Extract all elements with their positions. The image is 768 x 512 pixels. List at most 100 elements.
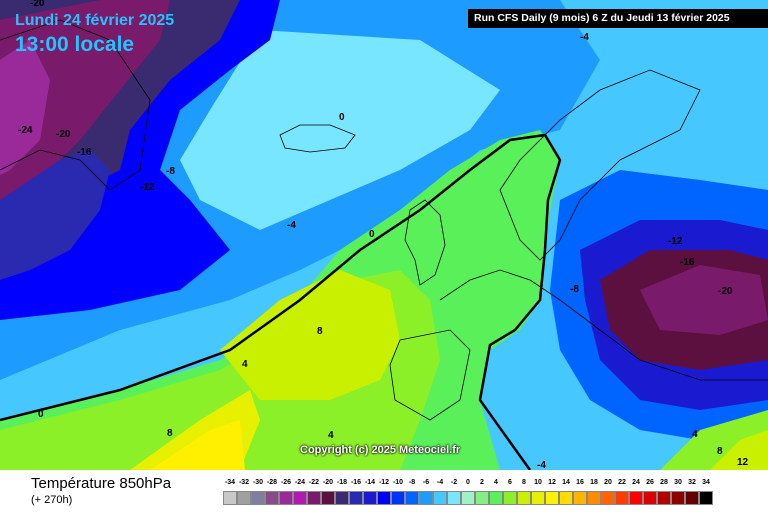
forecast-offset: (+ 270h)	[31, 494, 73, 506]
contour-label: 8	[717, 446, 723, 457]
run-info: Run CFS Daily (9 mois) 6 Z du Jeudi 13 f…	[468, 9, 768, 28]
forecast-date: Lundi 24 février 2025	[15, 12, 175, 29]
variable-title: Température 850hPa	[31, 475, 172, 492]
scale-swatch	[601, 491, 615, 505]
scale-label: -28	[266, 479, 278, 486]
greenland-outline	[0, 19, 151, 191]
scale-swatch	[615, 491, 629, 505]
scale-swatch	[587, 491, 601, 505]
iceland-outline	[279, 124, 356, 153]
contour-label: 0	[38, 409, 44, 420]
contour-label: 8	[317, 326, 323, 337]
contour-label: -8	[166, 166, 175, 177]
scale-label: 24	[632, 479, 640, 486]
scale-label: 8	[522, 479, 526, 486]
scale-label: 10	[534, 479, 542, 486]
contour-label: 0	[369, 229, 375, 240]
scale-label: -8	[408, 479, 416, 486]
scale-label: -26	[280, 479, 292, 486]
scale-swatch	[237, 491, 251, 505]
contour-label: -20	[718, 286, 733, 297]
scale-label: -16	[350, 479, 362, 486]
scale-swatch	[685, 491, 699, 505]
scale-swatch	[671, 491, 685, 505]
contour-label: -4	[537, 460, 546, 470]
contour-label: -16	[680, 257, 695, 268]
contour-label: -20	[56, 129, 71, 140]
scale-swatch	[363, 491, 377, 505]
scale-swatch	[545, 491, 559, 505]
scale-label: -24	[294, 479, 306, 486]
scale-label: 4	[494, 479, 498, 486]
scale-swatch	[559, 491, 573, 505]
contour-label: 12	[737, 457, 749, 468]
contour-label: -4	[580, 32, 589, 43]
scale-swatch	[321, 491, 335, 505]
scale-swatch	[251, 491, 265, 505]
color-scale	[223, 491, 713, 505]
scale-swatch	[335, 491, 349, 505]
scale-label: -10	[392, 479, 404, 486]
scale-label: 22	[618, 479, 626, 486]
scale-label: 26	[646, 479, 654, 486]
contour-label: -20	[30, 0, 45, 9]
scale-label: -6	[422, 479, 430, 486]
scale-swatch	[699, 491, 713, 505]
scale-swatch	[475, 491, 489, 505]
zone-plus6	[220, 270, 400, 400]
scale-swatch	[349, 491, 363, 505]
scale-swatch	[573, 491, 587, 505]
scale-swatch	[265, 491, 279, 505]
scale-swatch	[489, 491, 503, 505]
scale-label: 12	[548, 479, 556, 486]
scale-swatch	[503, 491, 517, 505]
scale-label: 0	[466, 479, 470, 486]
britain-outline	[404, 199, 446, 286]
zone-minus14	[0, 150, 110, 280]
scale-label: -2	[450, 479, 458, 486]
contour-label: -12	[140, 182, 155, 193]
zone-minus2	[180, 30, 500, 230]
scale-swatch	[531, 491, 545, 505]
scale-swatch	[307, 491, 321, 505]
copyright-notice: Copyright (c) 2025 Meteociel.fr	[300, 444, 461, 456]
scale-label: 34	[702, 479, 710, 486]
iberia-outline	[389, 329, 471, 421]
scale-swatch	[657, 491, 671, 505]
scale-swatch	[419, 491, 433, 505]
scale-swatch	[517, 491, 531, 505]
contour-label: 4	[692, 429, 698, 440]
contour-label: -16	[77, 147, 92, 158]
scale-label: -32	[238, 479, 250, 486]
scale-swatch	[447, 491, 461, 505]
scale-swatch	[391, 491, 405, 505]
scale-label: 2	[480, 479, 484, 486]
scale-swatch	[223, 491, 237, 505]
contour-label: 0	[339, 112, 345, 123]
scale-label: 14	[562, 479, 570, 486]
zone-se-warm2	[710, 430, 768, 470]
scale-label: 18	[590, 479, 598, 486]
scale-label: -4	[436, 479, 444, 486]
scale-swatch	[461, 491, 475, 505]
contour-label: -4	[287, 220, 296, 231]
zone-minus20	[0, 0, 170, 200]
contour-label: 4	[242, 359, 248, 370]
scale-label: -22	[308, 479, 320, 486]
scale-label: -34	[224, 479, 236, 486]
scale-label: 20	[604, 479, 612, 486]
scale-label: -12	[378, 479, 390, 486]
scandinavia-outline	[499, 69, 701, 261]
contour-label: -12	[668, 236, 683, 247]
legend-bar: Température 850hPa (+ 270h) -34 -32 -30 -28…	[0, 470, 768, 512]
zone-plus10	[150, 420, 245, 470]
scale-label: 16	[576, 479, 584, 486]
scale-label: 6	[508, 479, 512, 486]
contour-label: -8	[570, 284, 579, 295]
scale-label: 28	[660, 479, 668, 486]
europe-coastline	[439, 269, 768, 381]
forecast-time: 13:00 locale	[15, 33, 135, 56]
scale-label: -30	[252, 479, 264, 486]
scale-label: 32	[688, 479, 696, 486]
scale-swatch	[629, 491, 643, 505]
